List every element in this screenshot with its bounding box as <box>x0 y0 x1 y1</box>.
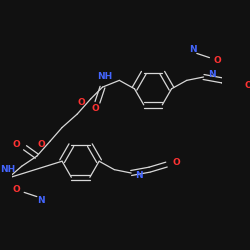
Text: O: O <box>12 185 20 194</box>
Text: O: O <box>172 158 180 168</box>
Text: N: N <box>37 196 45 205</box>
Text: O: O <box>214 56 222 65</box>
Text: O: O <box>38 140 45 149</box>
Text: NH: NH <box>97 72 112 82</box>
Text: N: N <box>208 70 216 79</box>
Text: O: O <box>92 104 100 114</box>
Text: N: N <box>189 45 196 54</box>
Text: O: O <box>78 98 86 107</box>
Text: O: O <box>245 81 250 90</box>
Text: O: O <box>12 140 20 149</box>
Text: N: N <box>135 171 143 180</box>
Text: NH: NH <box>0 165 15 174</box>
